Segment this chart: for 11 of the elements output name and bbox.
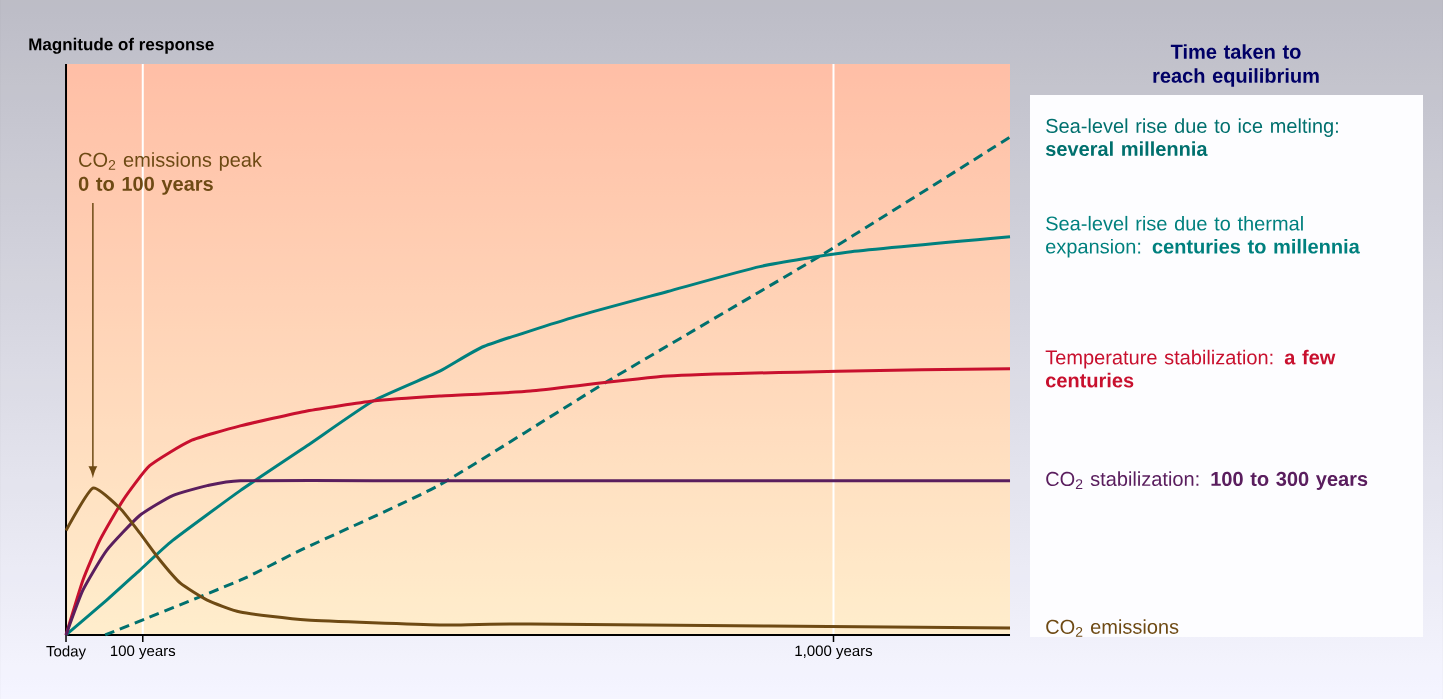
x-tick-label: 1,000 years [795,645,873,660]
y-axis-title: Magnitude of response [29,37,214,54]
series-label: Sea-level rise due to thermal expansion: centuries to millennia [1046,215,1360,258]
text: Temperature stabilization: a few centuries [1045,349,1336,388]
x-tick-label: Today [46,645,87,660]
annotation: CO$_{2}$ emissions peak 0 to 100 years [78,152,262,195]
x-tick-label: 100 years [110,645,176,660]
series-label: CO$_{2}$ emissions [1046,619,1179,637]
series-label: Sea-level rise due to ice melting: several millennia [1045,118,1338,157]
series-label: CO$_{2}$ stabilization: 100 to 300 years [1046,471,1368,490]
legend-title: Time taken to reach equilibrium [1153,44,1319,87]
